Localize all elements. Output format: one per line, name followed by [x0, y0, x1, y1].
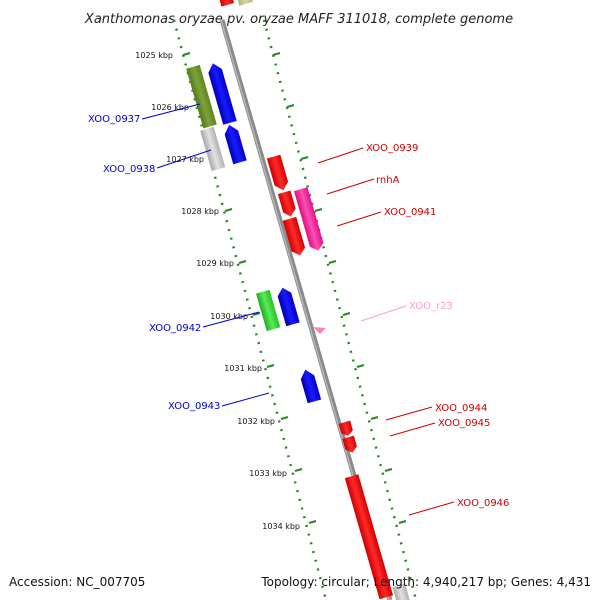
gene-top-khaki[interactable]: [235, 0, 253, 6]
tick-labels: 1025 kbp 1026 kbp 1027 kbp 1028 kbp 1029…: [135, 51, 300, 531]
accession-text: Accession: NC_007705: [9, 575, 145, 589]
tick-label: 1033 kbp: [249, 469, 287, 478]
gene-label[interactable]: XOO_0937: [88, 114, 140, 125]
gene-XOO-0945[interactable]: [342, 435, 358, 455]
tick-mark: [252, 312, 261, 316]
gene-XOO-0937-blue[interactable]: [206, 61, 237, 125]
gene-label[interactable]: XOO_r23: [409, 301, 453, 312]
tick-mark: [224, 208, 233, 212]
gene-XOO-0938-blue[interactable]: [222, 123, 247, 165]
gene-label[interactable]: XOO_0944: [435, 403, 487, 414]
genome-summary: Topology: circular; Length: 4,940,217 bp…: [260, 575, 591, 589]
left-leader-lines: [141, 103, 270, 407]
gene-XOO-0939[interactable]: [266, 154, 290, 193]
gene-XOO-0946[interactable]: [344, 474, 394, 600]
tick-mark: [280, 416, 289, 420]
leader-line: [202, 311, 260, 328]
tick-mark: [328, 260, 337, 264]
inner-dotted-track: [172, 19, 328, 600]
left-gene-labels: XOO_0937 XOO_0938 XOO_0942 XOO_0943: [88, 114, 220, 412]
tick-label: 1034 kbp: [262, 522, 300, 531]
gene-label[interactable]: XOO_0941: [384, 207, 436, 218]
tick-mark: [294, 468, 303, 472]
map-title: Xanthomonas oryzae pv. oryzae MAFF 31101…: [84, 12, 513, 27]
gene-label[interactable]: XOO_0945: [438, 418, 490, 429]
gene-label[interactable]: rnhA: [376, 175, 400, 186]
leader-line: [156, 149, 212, 169]
gene-label[interactable]: XOO_0938: [103, 164, 155, 175]
gene-XOO-0944[interactable]: [338, 420, 354, 438]
gene-XOO-0941-pink[interactable]: [294, 187, 325, 252]
tick-mark: [356, 364, 365, 368]
tick-label: 1026 kbp: [151, 103, 189, 112]
leader-line: [141, 103, 201, 120]
gene-rnhA[interactable]: [277, 190, 297, 219]
tick-label: 1027 kbp: [166, 155, 204, 164]
gene-label[interactable]: XOO_0943: [168, 401, 220, 412]
gene-label[interactable]: XOO_0942: [149, 323, 201, 334]
gene-XOO-0941-red[interactable]: [282, 216, 307, 257]
gene-XOO-r23[interactable]: [313, 327, 326, 334]
leader-line: [389, 422, 436, 437]
tick-label: 1029 kbp: [196, 259, 234, 268]
leader-line: [326, 178, 375, 195]
dotted-tracks: [172, 19, 418, 600]
tick-label: 1028 kbp: [181, 207, 219, 216]
gene-top-red[interactable]: [217, 0, 234, 7]
gene-label[interactable]: XOO_0939: [366, 143, 418, 154]
leader-line: [221, 392, 270, 407]
tick-mark: [314, 208, 323, 212]
tick-mark: [308, 520, 317, 524]
gene-features: [186, 0, 411, 600]
tick-mark: [342, 312, 351, 316]
tick-label: 1031 kbp: [224, 364, 262, 373]
tick-label: 1030 kbp: [210, 312, 248, 321]
tick-mark: [182, 52, 191, 56]
gene-XOO-0943[interactable]: [299, 368, 322, 404]
gene-bottom-gray[interactable]: [392, 583, 411, 600]
tick-mark: [300, 156, 309, 160]
gene-label[interactable]: XOO_0946: [457, 498, 509, 509]
tick-mark: [370, 416, 379, 420]
outer-dotted-track: [262, 19, 418, 600]
tick-label: 1032 kbp: [237, 417, 275, 426]
gene-XOO-0937-olive[interactable]: [186, 64, 217, 129]
tick-label: 1025 kbp: [135, 51, 173, 60]
right-leader-lines: [317, 147, 455, 516]
leader-line: [317, 147, 364, 164]
leader-line: [360, 305, 407, 322]
tick-mark: [398, 520, 407, 524]
leader-line: [336, 211, 382, 227]
gene-XOO-0938-gray[interactable]: [200, 126, 226, 172]
gene-XOO-0942-blue[interactable]: [276, 286, 300, 327]
tick-mark: [266, 364, 275, 368]
tick-mark: [384, 468, 393, 472]
outer-tick-marks: [272, 52, 407, 524]
leader-line: [408, 501, 455, 516]
gene-XOO-0942-green[interactable]: [256, 289, 281, 332]
leader-line: [385, 406, 433, 421]
tick-mark: [238, 260, 247, 264]
tick-mark: [272, 52, 281, 56]
tick-mark: [286, 104, 295, 108]
right-gene-labels: XOO_0939 rnhA XOO_0941 XOO_r23 XOO_0944 …: [366, 143, 509, 509]
